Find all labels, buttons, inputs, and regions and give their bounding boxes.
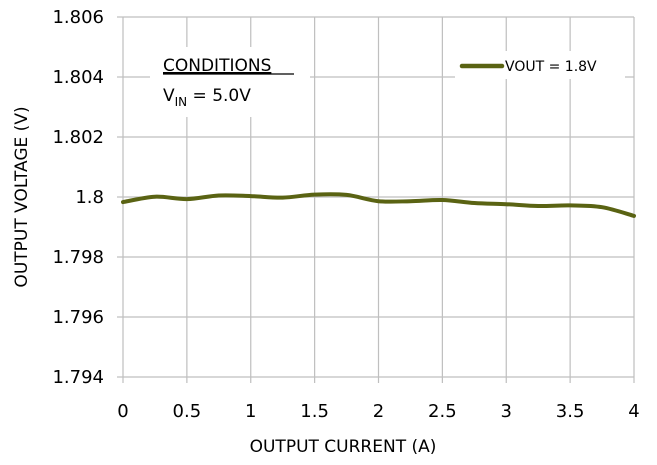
x-tick-label-0: 0	[117, 401, 128, 422]
conditions-annotation: CONDITIONS VIN = 5.0V	[150, 47, 310, 117]
y-tick-label-0: 1.794	[52, 367, 104, 388]
axes	[117, 16, 635, 383]
vin-value: = 5.0V	[187, 86, 251, 106]
x-tick-label-7: 3.5	[556, 401, 585, 422]
conditions-box	[150, 47, 310, 117]
y-tick-label-5: 1.804	[52, 67, 104, 88]
y-tick-label-1: 1.796	[52, 307, 104, 328]
x-tick-label-2: 1	[245, 401, 256, 422]
vin-prefix: V	[163, 86, 175, 106]
y-tick-label-3: 1.8	[75, 187, 104, 208]
x-tick-label-5: 2.5	[428, 401, 457, 422]
legend: VOUT = 1.8V	[455, 51, 625, 79]
y-tick-label-6: 1.806	[52, 7, 104, 28]
conditions-vin: VIN = 5.0V	[163, 86, 251, 109]
y-tick-label-4: 1.802	[52, 127, 104, 148]
legend-label: VOUT = 1.8V	[505, 59, 597, 75]
series-line-0	[121, 192, 636, 218]
x-axis-title: OUTPUT CURRENT (A)	[250, 437, 437, 457]
x-tick-label-6: 3	[501, 401, 512, 422]
x-tick-label-3: 1.5	[300, 401, 329, 422]
series-layer	[121, 192, 636, 218]
vin-subscript: IN	[175, 95, 188, 109]
x-tick-label-1: 0.5	[173, 401, 202, 422]
x-tick-label-4: 2	[373, 401, 384, 422]
y-axis-title: OUTPUT VOLTAGE (V)	[12, 106, 32, 287]
y-tick-label-2: 1.798	[52, 247, 104, 268]
conditions-heading: CONDITIONS	[163, 56, 271, 76]
tick-labels: 0 0.5 1 1.5 2 2.5 3 3.5 4 1.794 1.796 1.798 1.8 1.802…	[52, 7, 639, 422]
x-tick-label-8: 4	[628, 401, 639, 422]
